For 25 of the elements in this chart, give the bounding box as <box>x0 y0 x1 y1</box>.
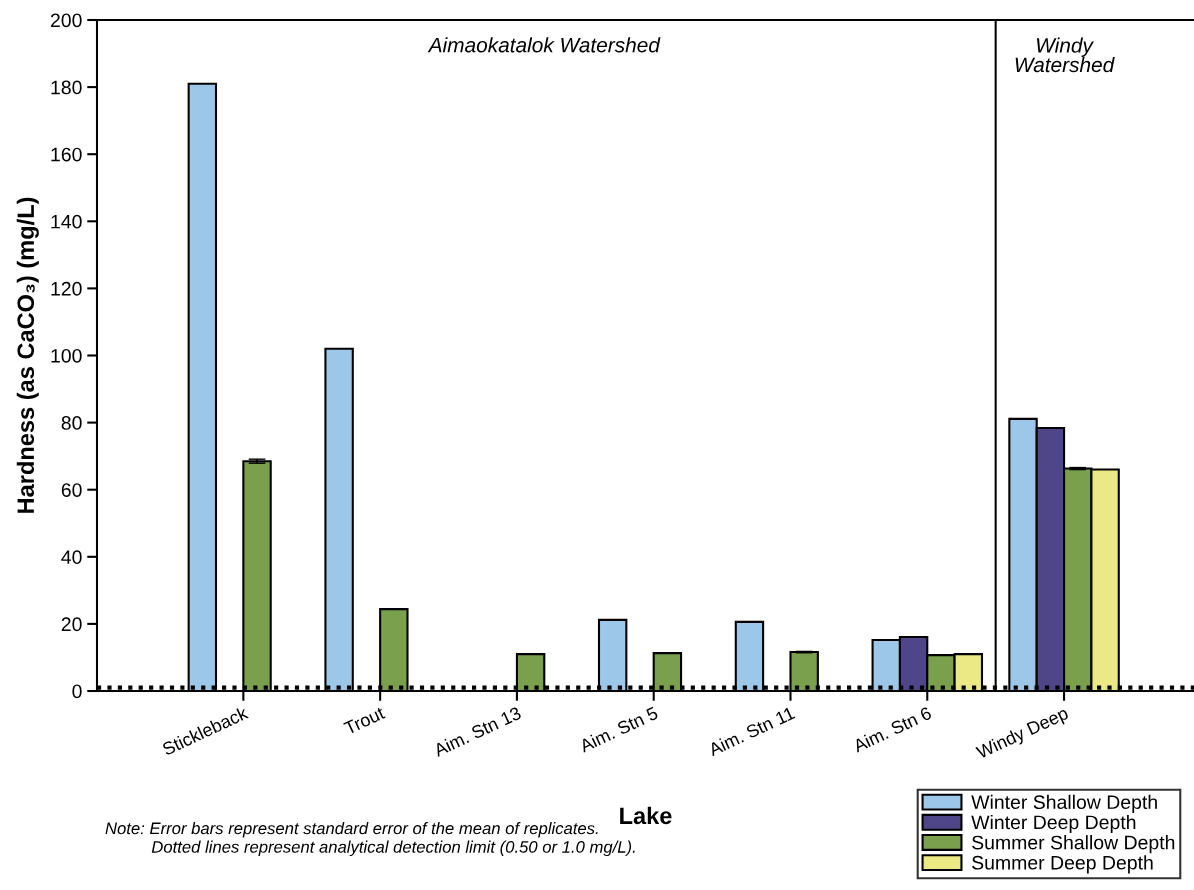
y-tick-label: 0 <box>72 684 82 699</box>
legend-label: Summer Deep Depth <box>972 855 1153 874</box>
y-tick-label: 180 <box>51 80 82 95</box>
y-tick-label: 160 <box>51 147 82 162</box>
annotation: Windy Watershed <box>1015 37 1115 73</box>
y-axis-title: Hardness (as CaCO₃) (mg/L) <box>16 197 39 513</box>
x-tick-label: Aim. Stn 6 <box>851 705 933 753</box>
x-axis-title: Lake <box>620 806 672 825</box>
legend-label: Winter Shallow Depth <box>971 794 1157 813</box>
y-tick-label: 60 <box>61 483 82 497</box>
x-tick-label: Aim. Stn 5 <box>578 705 659 753</box>
annotation: Aimaokatalok Watershed <box>427 37 661 53</box>
y-tick-label: 80 <box>61 416 82 430</box>
y-tick-label: 200 <box>50 13 82 28</box>
x-tick-label: Aim. Stn 13 <box>432 705 522 758</box>
y-tick-label: 40 <box>61 550 82 565</box>
x-tick-label: Windy Deep <box>975 705 1071 763</box>
y-tick-label: 100 <box>51 348 82 363</box>
y-tick-label: 120 <box>51 281 82 296</box>
y-tick-label: 140 <box>51 214 82 229</box>
legend-label: Summer Shallow Depth <box>972 835 1175 854</box>
x-tick-label: Aim. Stn 11 <box>707 705 796 757</box>
legend-label: Winter Deep Depth <box>971 814 1136 834</box>
x-tick-label: Trout <box>343 706 386 735</box>
y-tick-label: 20 <box>61 617 82 632</box>
